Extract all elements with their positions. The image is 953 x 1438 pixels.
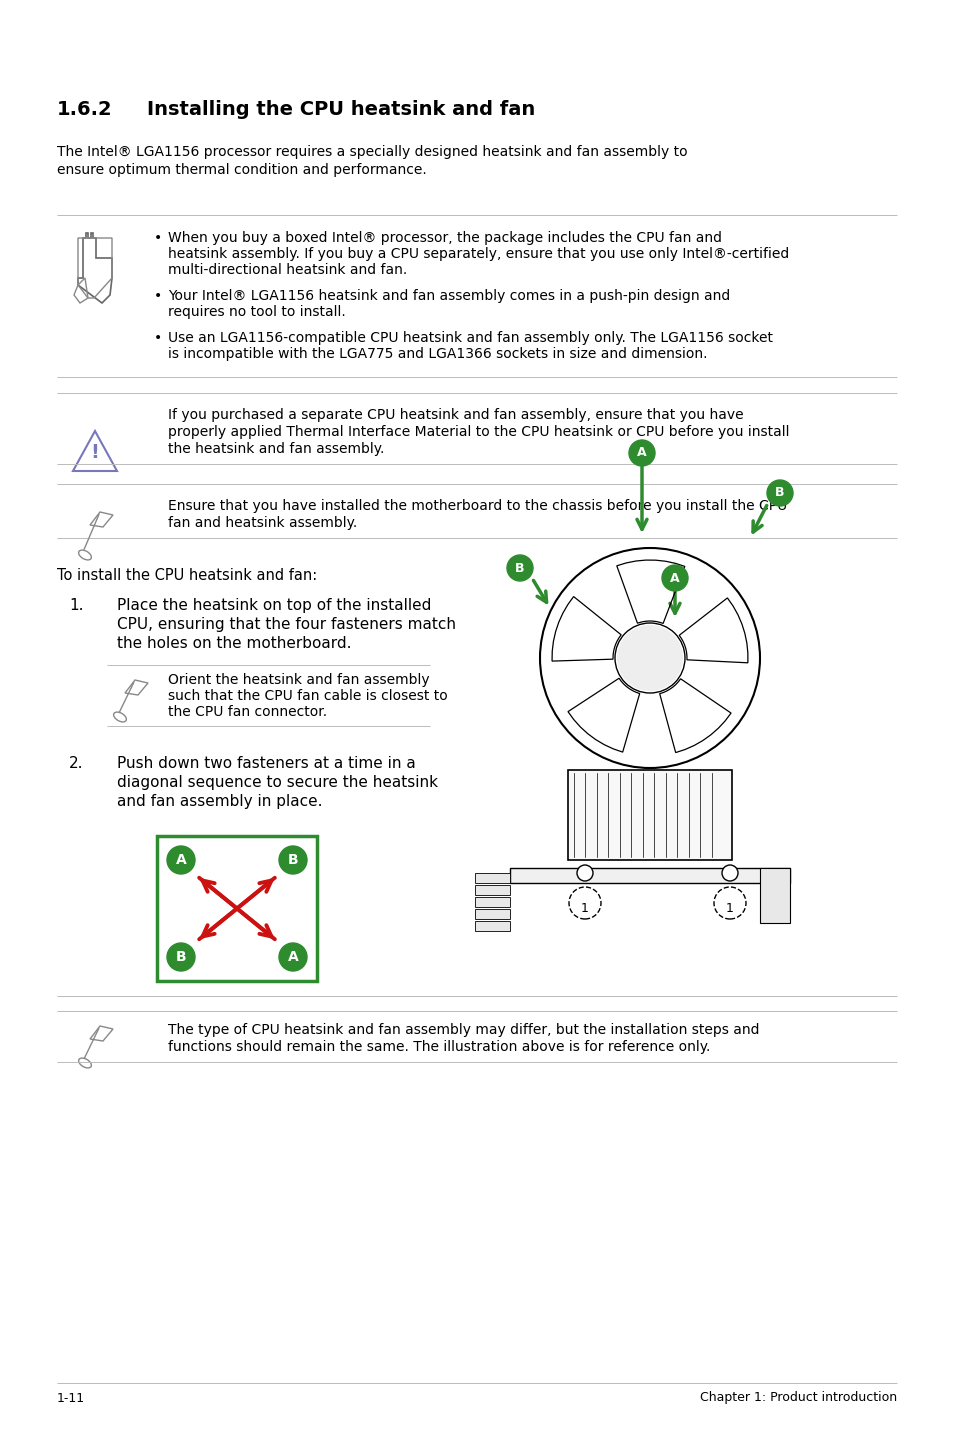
Text: A: A [637, 447, 646, 460]
Text: B: B [175, 951, 186, 963]
Text: 1: 1 [725, 902, 733, 915]
Text: the CPU fan connector.: the CPU fan connector. [168, 705, 327, 719]
Text: the holes on the motherboard.: the holes on the motherboard. [117, 636, 351, 651]
Bar [475, 873, 510, 883]
Text: Use an LGA1156-compatible CPU heatsink and fan assembly only. The LGA1156 socket: Use an LGA1156-compatible CPU heatsink a… [168, 331, 772, 345]
Circle shape [278, 846, 307, 874]
Text: 1.: 1. [69, 598, 84, 613]
Text: Ensure that you have installed the motherboard to the chassis before you install: Ensure that you have installed the mothe… [168, 499, 786, 513]
Text: 2.: 2. [69, 756, 84, 771]
Bar [475, 909, 510, 919]
Text: ensure optimum thermal condition and performance.: ensure optimum thermal condition and per… [57, 162, 426, 177]
Circle shape [628, 440, 655, 466]
Text: The Intel® LGA1156 processor requires a specially designed heatsink and fan asse: The Intel® LGA1156 processor requires a … [57, 145, 687, 160]
Circle shape [577, 866, 593, 881]
Text: Installing the CPU heatsink and fan: Installing the CPU heatsink and fan [147, 101, 535, 119]
Bar [475, 920, 510, 930]
Text: B: B [288, 853, 298, 867]
Text: A: A [175, 853, 186, 867]
Text: is incompatible with the LGA775 and LGA1366 sockets in size and dimension.: is incompatible with the LGA775 and LGA1… [168, 347, 707, 361]
Text: diagonal sequence to secure the heatsink: diagonal sequence to secure the heatsink [117, 775, 437, 789]
Text: •: • [153, 331, 162, 345]
Text: Orient the heatsink and fan assembly: Orient the heatsink and fan assembly [168, 673, 429, 687]
Circle shape [766, 480, 792, 506]
Circle shape [541, 549, 758, 766]
Bar [475, 897, 510, 907]
Text: Push down two fasteners at a time in a: Push down two fasteners at a time in a [117, 756, 416, 771]
Bar [510, 869, 789, 883]
Bar [475, 884, 510, 894]
Text: the heatsink and fan assembly.: the heatsink and fan assembly. [168, 441, 384, 456]
Text: functions should remain the same. The illustration above is for reference only.: functions should remain the same. The il… [168, 1040, 710, 1054]
Text: such that the CPU fan cable is closest to: such that the CPU fan cable is closest t… [168, 689, 447, 703]
Text: Your Intel® LGA1156 heatsink and fan assembly comes in a push-pin design and: Your Intel® LGA1156 heatsink and fan ass… [168, 289, 729, 303]
Text: heatsink assembly. If you buy a CPU separately, ensure that you use only Intel®-: heatsink assembly. If you buy a CPU sepa… [168, 247, 788, 262]
Text: 1.6.2: 1.6.2 [57, 101, 112, 119]
Text: A: A [670, 571, 679, 584]
Text: Chapter 1: Product introduction: Chapter 1: Product introduction [700, 1392, 896, 1405]
Text: If you purchased a separate CPU heatsink and fan assembly, ensure that you have: If you purchased a separate CPU heatsink… [168, 408, 742, 421]
Text: •: • [153, 289, 162, 303]
Text: •: • [153, 232, 162, 244]
Circle shape [167, 846, 194, 874]
Circle shape [617, 626, 682, 692]
Circle shape [278, 943, 307, 971]
Text: and fan assembly in place.: and fan assembly in place. [117, 794, 322, 810]
Text: A: A [287, 951, 298, 963]
Circle shape [167, 943, 194, 971]
Text: B: B [775, 486, 784, 499]
Bar [157, 835, 316, 981]
Circle shape [661, 565, 687, 591]
Circle shape [506, 555, 533, 581]
Text: fan and heatsink assembly.: fan and heatsink assembly. [168, 516, 356, 531]
Text: 1-11: 1-11 [57, 1392, 85, 1405]
Bar [760, 869, 789, 923]
Circle shape [721, 866, 738, 881]
Text: properly applied Thermal Interface Material to the CPU heatsink or CPU before yo: properly applied Thermal Interface Mater… [168, 426, 789, 439]
Text: B: B [515, 561, 524, 575]
Text: The type of CPU heatsink and fan assembly may differ, but the installation steps: The type of CPU heatsink and fan assembl… [168, 1022, 759, 1037]
Text: 1: 1 [580, 902, 588, 915]
Text: Place the heatsink on top of the installed: Place the heatsink on top of the install… [117, 598, 431, 613]
Text: requires no tool to install.: requires no tool to install. [168, 305, 345, 319]
Text: CPU, ensuring that the four fasteners match: CPU, ensuring that the four fasteners ma… [117, 617, 456, 631]
Text: !: ! [91, 443, 99, 463]
Bar [567, 769, 731, 860]
Text: When you buy a boxed Intel® processor, the package includes the CPU fan and: When you buy a boxed Intel® processor, t… [168, 232, 721, 244]
Text: To install the CPU heatsink and fan:: To install the CPU heatsink and fan: [57, 568, 317, 582]
Text: multi-directional heatsink and fan.: multi-directional heatsink and fan. [168, 263, 407, 278]
